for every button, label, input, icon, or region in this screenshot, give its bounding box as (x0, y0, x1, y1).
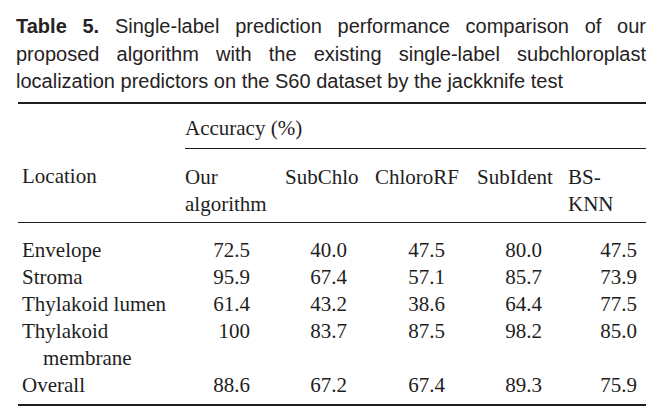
caption-line-3: localization predictors on the S60 datas… (16, 68, 646, 96)
value-cell: 80.0 (477, 222, 568, 264)
caption-line-1: Table 5. Single-label prediction perform… (16, 13, 646, 41)
location-cell: Thylakoid membrane (18, 318, 185, 372)
location-label: Thylakoid (22, 318, 185, 345)
table-row: Overall 88.6 67.2 67.4 89.3 75.9 (18, 372, 646, 405)
value-cell: 85.0 (568, 318, 646, 372)
value-cell: 72.5 (185, 222, 285, 264)
table-row: Thylakoid lumen 61.4 43.2 38.6 64.4 77.5 (18, 291, 646, 318)
location-label: Stroma (22, 264, 185, 291)
value-cell: 98.2 (477, 318, 568, 372)
value-cell: 57.1 (375, 264, 477, 291)
caption-label: Table 5. (16, 15, 99, 37)
value-cell: 47.5 (568, 222, 646, 264)
value-cell: 83.7 (285, 318, 375, 372)
location-cell: Envelope (18, 222, 185, 264)
value-cell: 67.4 (285, 264, 375, 291)
spanner-row: Accuracy (%) (18, 103, 646, 149)
column-header-location: Location (18, 148, 185, 222)
value-cell: 73.9 (568, 264, 646, 291)
column-header-our-line1: Our (185, 164, 285, 191)
value-cell: 77.5 (568, 291, 646, 318)
location-label: Overall (22, 372, 185, 399)
table-row: Thylakoid membrane 100 83.7 87.5 98.2 85… (18, 318, 646, 372)
value-cell: 40.0 (285, 222, 375, 264)
column-header-subchlo: SubChlo (285, 148, 375, 222)
location-label: Thylakoid lumen (22, 291, 185, 318)
value-cell: 67.4 (375, 372, 477, 405)
caption-line-1-text: Single-label prediction performance comp… (115, 15, 646, 37)
value-cell: 47.5 (375, 222, 477, 264)
spanner-empty-cell (18, 103, 185, 149)
location-label: Envelope (22, 237, 185, 264)
value-cell: 61.4 (185, 291, 285, 318)
paper-table-page: Table 5. Single-label prediction perform… (0, 0, 663, 420)
location-cell: Overall (18, 372, 185, 405)
value-cell: 100 (185, 318, 285, 372)
column-header-our-line2: algorithm (185, 191, 285, 218)
value-cell: 75.9 (568, 372, 646, 405)
value-cell: 38.6 (375, 291, 477, 318)
column-header-row: Location Our algorithm SubChlo ChloroRF … (18, 148, 646, 222)
location-label-line2: membrane (22, 345, 185, 372)
location-cell: Thylakoid lumen (18, 291, 185, 318)
column-header-subident: SubIdent (477, 148, 568, 222)
value-cell: 87.5 (375, 318, 477, 372)
value-cell: 88.6 (185, 372, 285, 405)
value-cell: 85.7 (477, 264, 568, 291)
column-header-our-algorithm: Our algorithm (185, 148, 285, 222)
value-cell: 43.2 (285, 291, 375, 318)
column-header-bsknn: BS-KNN (568, 148, 646, 222)
value-cell: 95.9 (185, 264, 285, 291)
location-cell: Stroma (18, 264, 185, 291)
column-header-chlororf: ChloroRF (375, 148, 477, 222)
value-cell: 89.3 (477, 372, 568, 405)
caption-line-2: proposed algorithm with the existing sin… (16, 41, 646, 69)
spanner-accuracy: Accuracy (%) (185, 103, 646, 149)
results-table: Accuracy (%) Location Our algorithm SubC… (18, 102, 646, 406)
table-row: Stroma 95.9 67.4 57.1 85.7 73.9 (18, 264, 646, 291)
table-row: Envelope 72.5 40.0 47.5 80.0 47.5 (18, 222, 646, 264)
table-caption: Table 5. Single-label prediction perform… (16, 13, 646, 96)
value-cell: 64.4 (477, 291, 568, 318)
value-cell: 67.2 (285, 372, 375, 405)
